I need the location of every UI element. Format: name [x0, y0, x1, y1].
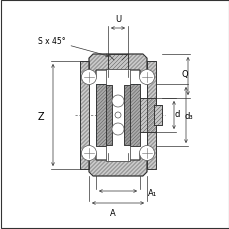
Polygon shape: [146, 62, 155, 169]
Text: Q: Q: [181, 70, 188, 79]
Bar: [108, 55, 128, 71]
Polygon shape: [89, 153, 146, 176]
Polygon shape: [153, 106, 161, 125]
Polygon shape: [139, 98, 155, 132]
Bar: [123, 86, 129, 145]
Polygon shape: [89, 55, 146, 78]
Text: U: U: [114, 15, 120, 24]
Bar: [80, 62, 89, 169]
Polygon shape: [89, 55, 146, 78]
Polygon shape: [123, 86, 129, 145]
Text: d₃: d₃: [184, 112, 193, 121]
Circle shape: [81, 70, 96, 85]
Polygon shape: [95, 85, 106, 146]
Polygon shape: [153, 106, 161, 125]
Polygon shape: [129, 85, 139, 146]
Bar: [95, 85, 106, 146]
Polygon shape: [146, 62, 155, 169]
Text: A: A: [110, 208, 115, 217]
Text: B₁: B₁: [113, 83, 122, 92]
Bar: [106, 86, 112, 145]
Bar: [139, 98, 155, 132]
Circle shape: [139, 70, 154, 85]
Text: Z: Z: [37, 112, 44, 121]
Polygon shape: [89, 153, 146, 176]
Polygon shape: [95, 85, 106, 146]
Bar: [153, 106, 161, 125]
Text: S x 45°: S x 45°: [38, 37, 108, 57]
Text: A₂: A₂: [113, 95, 122, 104]
Text: d: d: [174, 110, 180, 119]
Text: A₁: A₁: [147, 189, 156, 198]
Circle shape: [81, 146, 96, 161]
Polygon shape: [106, 86, 112, 145]
Polygon shape: [139, 98, 155, 132]
Bar: [129, 85, 139, 146]
Polygon shape: [106, 86, 112, 145]
Circle shape: [112, 123, 123, 135]
Polygon shape: [108, 55, 128, 71]
Circle shape: [139, 146, 154, 161]
Bar: [146, 62, 155, 169]
Circle shape: [112, 95, 123, 108]
Polygon shape: [108, 55, 128, 71]
Circle shape: [114, 112, 120, 118]
Polygon shape: [123, 86, 129, 145]
Polygon shape: [80, 62, 89, 169]
Polygon shape: [129, 85, 139, 146]
Polygon shape: [80, 62, 89, 169]
Bar: [106, 70, 129, 161]
